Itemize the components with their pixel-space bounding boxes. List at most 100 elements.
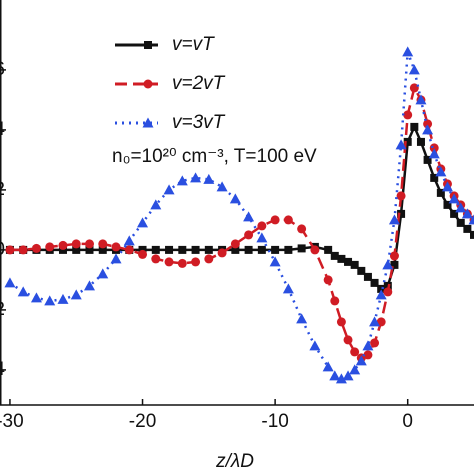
data-point: [229, 193, 241, 204]
data-point: [448, 193, 460, 204]
legend-marker: [143, 79, 153, 89]
data-point: [137, 217, 149, 228]
data-point: [362, 340, 374, 351]
data-point: [461, 208, 473, 219]
data-point: [350, 260, 359, 269]
data-point: [443, 200, 452, 209]
data-point: [343, 335, 353, 345]
data-point: [349, 364, 361, 375]
x-tick-label: -10: [261, 411, 288, 432]
data-point: [309, 340, 321, 351]
data-point: [383, 287, 393, 297]
data-point: [176, 175, 188, 186]
data-point: [191, 257, 201, 267]
data-point: [450, 209, 459, 218]
data-point: [296, 313, 308, 324]
data-point: [17, 286, 29, 297]
data-point: [330, 251, 339, 260]
data-point: [57, 293, 69, 304]
y-tick-label: 4: [0, 119, 5, 140]
data-point: [124, 245, 134, 255]
legend-label: v=vT: [172, 34, 215, 55]
y-tick-label: 6: [0, 59, 5, 80]
data-point: [455, 202, 467, 213]
data-point: [203, 173, 215, 184]
data-point: [363, 272, 372, 281]
data-point: [71, 239, 81, 249]
data-point: [337, 254, 346, 263]
data-point: [177, 258, 187, 268]
legend-marker: [144, 41, 152, 49]
data-point: [270, 215, 280, 225]
x-tick-label: 0: [402, 411, 413, 432]
data-point: [436, 188, 445, 197]
data-point: [98, 245, 107, 254]
data-point: [323, 275, 333, 285]
data-point: [257, 245, 266, 254]
data-point: [282, 283, 294, 294]
data-point: [111, 242, 121, 252]
y-tick-label: 0: [0, 239, 5, 260]
data-point: [83, 280, 95, 291]
legend-label: v=2vT: [172, 73, 226, 94]
data-point: [408, 64, 420, 75]
data-point: [98, 239, 108, 249]
data-point: [244, 245, 253, 254]
data-point: [178, 245, 187, 254]
y-tick-label: 2: [0, 299, 5, 320]
data-point: [344, 257, 353, 266]
data-point: [403, 137, 412, 146]
legend-label: v=3vT: [172, 112, 226, 133]
data-point: [336, 317, 346, 327]
data-point: [151, 245, 160, 254]
data-point: [310, 245, 320, 255]
annotation: n₀=10²⁰ cm⁻³, T=100 eV: [112, 146, 317, 167]
x-tick-label: -20: [129, 411, 156, 432]
data-point: [31, 243, 41, 253]
data-point: [430, 173, 439, 182]
data-point: [322, 361, 334, 372]
data-point: [297, 224, 307, 234]
data-point: [72, 245, 81, 254]
data-point: [402, 46, 414, 57]
data-point: [269, 256, 281, 267]
data-point: [216, 181, 228, 192]
data-point: [329, 370, 341, 381]
data-point: [5, 245, 15, 255]
data-point: [231, 245, 240, 254]
data-point: [363, 350, 373, 360]
data-point: [244, 230, 254, 240]
data-point: [463, 224, 472, 233]
data-point: [284, 245, 293, 254]
data-point: [441, 181, 453, 192]
data-point: [390, 260, 399, 269]
data-point: [396, 191, 406, 201]
data-point: [30, 292, 42, 303]
series-line: [9, 84, 474, 360]
data-point: [70, 289, 82, 300]
data-point: [422, 124, 434, 135]
data-point: [190, 172, 202, 183]
data-point: [151, 254, 161, 264]
data-point: [382, 259, 394, 270]
data-point: [271, 245, 280, 254]
data-point: [18, 245, 28, 255]
data-point: [376, 317, 386, 327]
data-point: [423, 119, 433, 129]
data-point: [150, 199, 162, 210]
data-point: [191, 245, 200, 254]
data-point: [397, 209, 406, 218]
data-point: [370, 338, 380, 348]
data-point: [230, 239, 240, 249]
data-point: [44, 295, 56, 306]
data-point: [97, 268, 109, 279]
data-point: [410, 122, 419, 131]
data-point: [45, 242, 55, 252]
data-point: [217, 248, 227, 258]
legend-marker: [142, 117, 154, 128]
data-point: [395, 139, 407, 150]
data-point: [429, 143, 439, 153]
data-point: [110, 253, 122, 264]
data-point: [470, 230, 474, 239]
